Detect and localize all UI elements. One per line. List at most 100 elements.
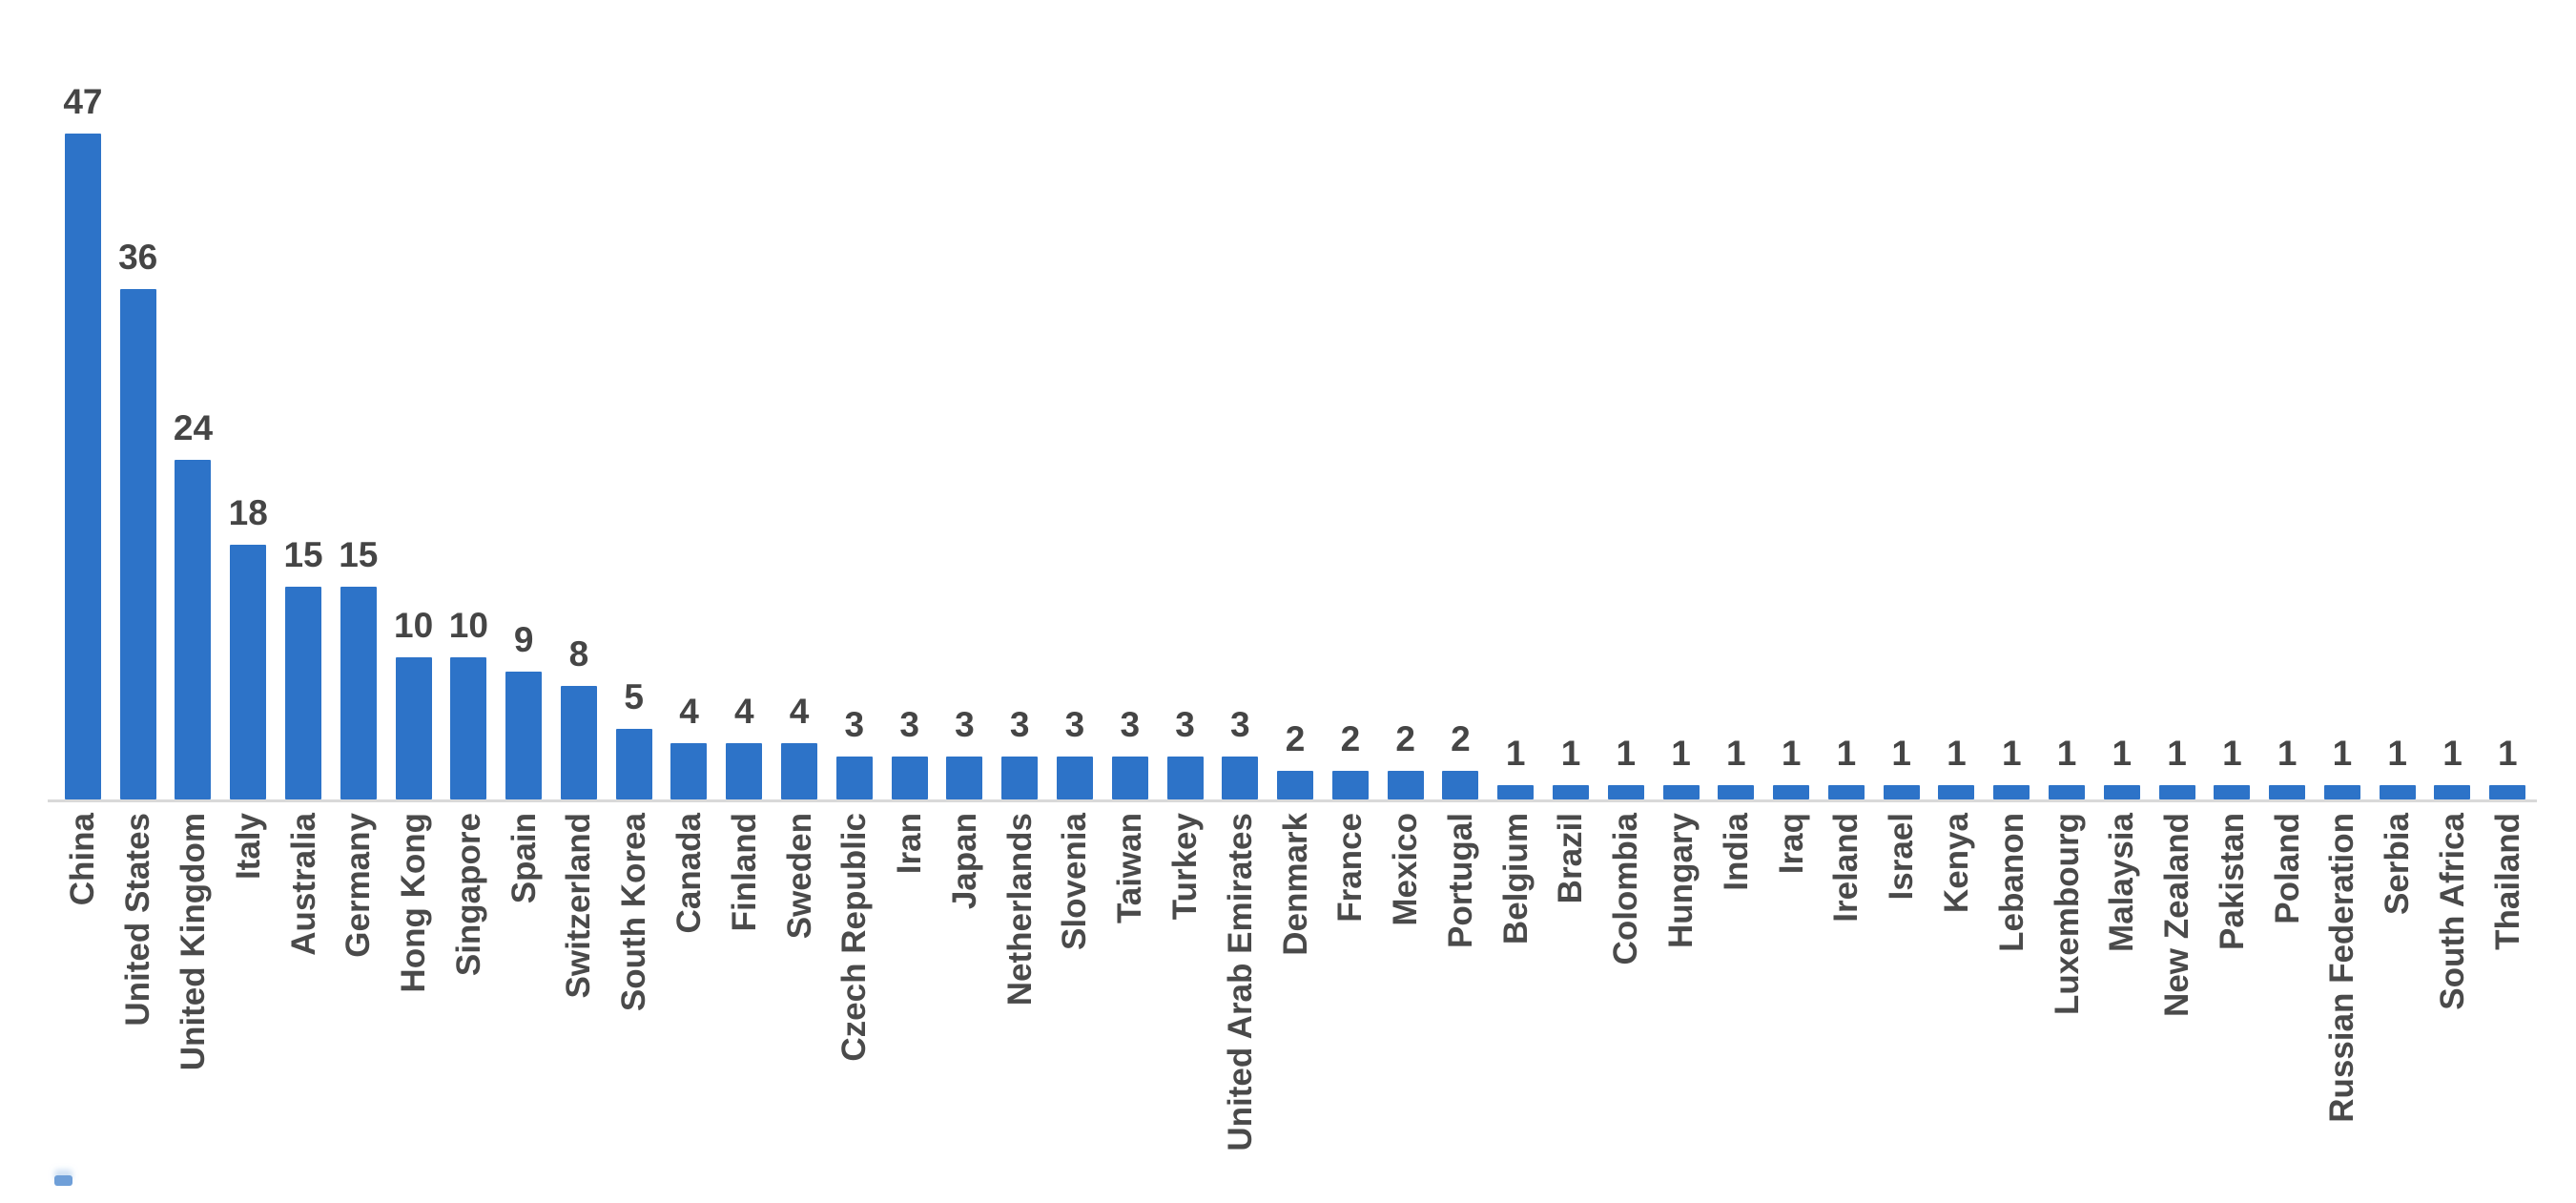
category-label-cell: Japan — [938, 813, 993, 1194]
value-label: 3 — [1064, 705, 1085, 744]
category-label: Turkey — [1166, 813, 1205, 921]
bar-column: 4 — [716, 0, 772, 799]
value-label: 1 — [2167, 734, 2187, 773]
category-label: New Zealand — [2158, 813, 2196, 1017]
value-label: 1 — [2332, 734, 2353, 773]
bar-column: 3 — [882, 0, 938, 799]
bar — [2269, 785, 2306, 799]
category-label-cell: Luxembourg — [2039, 813, 2094, 1194]
bar — [1001, 757, 1039, 799]
bar — [1497, 785, 1535, 799]
category-label: Spain — [505, 813, 543, 904]
category-label: Iraq — [1772, 813, 1810, 875]
bar — [285, 587, 322, 799]
plot-area: 47 36 24 18 15 15 10 10 9 8 5 — [55, 0, 2535, 799]
category-label-cell: New Zealand — [2150, 813, 2205, 1194]
bar-column: 47 — [55, 0, 111, 799]
category-label: Poland — [2268, 813, 2306, 924]
category-label: South Korea — [615, 813, 653, 1012]
category-label: Malaysia — [2103, 813, 2141, 952]
category-label-cell: Pakistan — [2204, 813, 2259, 1194]
category-label-cell: Russian Federation — [2315, 813, 2370, 1194]
category-label: Lebanon — [1992, 813, 2030, 952]
bar-column: 1 — [2425, 0, 2481, 799]
category-label: Hungary — [1662, 813, 1700, 948]
category-label: Germany — [340, 813, 378, 958]
category-label: Brazil — [1552, 813, 1590, 904]
bar — [1607, 785, 1644, 799]
bar-column: 10 — [441, 0, 496, 799]
category-label: United Kingdom — [174, 813, 212, 1071]
category-label-cell: Canada — [662, 813, 717, 1194]
bar-column: 3 — [938, 0, 993, 799]
category-label-cell: Germany — [331, 813, 386, 1194]
category-label-cell: South Africa — [2425, 813, 2481, 1194]
value-label: 1 — [1947, 734, 1967, 773]
category-label-cell: Slovenia — [1047, 813, 1103, 1194]
bar — [1442, 771, 1479, 799]
bar-column: 4 — [662, 0, 717, 799]
category-label-cell: China — [55, 813, 111, 1194]
bar-column: 3 — [992, 0, 1047, 799]
value-label: 4 — [733, 692, 754, 731]
category-label-cell: Italy — [220, 813, 276, 1194]
value-label: 1 — [1726, 734, 1746, 773]
category-label: Colombia — [1607, 813, 1645, 965]
category-label-cell: Israel — [1874, 813, 1929, 1194]
bar-column: 1 — [2039, 0, 2094, 799]
bar-column: 1 — [1929, 0, 1985, 799]
bar — [340, 587, 377, 799]
value-label: 10 — [448, 606, 488, 645]
category-label: United States — [119, 813, 157, 1027]
bar — [1387, 771, 1424, 799]
category-label-cell: United Kingdom — [166, 813, 221, 1194]
value-label: 3 — [899, 705, 919, 744]
value-label: 3 — [1230, 705, 1250, 744]
bar-column: 1 — [2480, 0, 2535, 799]
category-label: Hong Kong — [395, 813, 433, 993]
bar — [781, 743, 818, 799]
bar-column: 1 — [2150, 0, 2205, 799]
category-label: Luxembourg — [2048, 813, 2086, 1015]
bar-column: 1 — [2315, 0, 2370, 799]
value-label: 47 — [63, 82, 103, 121]
bar — [1222, 757, 1259, 799]
category-label-cell: Kenya — [1929, 813, 1985, 1194]
value-label: 2 — [1395, 719, 1415, 758]
category-label: Serbia — [2379, 813, 2417, 915]
category-label-cell: Netherlands — [992, 813, 1047, 1194]
value-label: 1 — [2112, 734, 2133, 773]
bar-column: 24 — [166, 0, 221, 799]
category-label-cell: Hungary — [1654, 813, 1709, 1194]
category-label-cell: Denmark — [1267, 813, 1323, 1194]
bar — [505, 672, 543, 799]
category-label-cell: Taiwan — [1103, 813, 1158, 1194]
category-label: Thailand — [2488, 813, 2526, 950]
category-label: Russian Federation — [2323, 813, 2361, 1123]
value-label: 9 — [513, 620, 534, 659]
bar-column: 3 — [1212, 0, 1267, 799]
bar — [891, 757, 928, 799]
category-label: Ireland — [1827, 813, 1865, 923]
bar — [946, 757, 983, 799]
value-label: 1 — [1836, 734, 1857, 773]
category-label-cell: Australia — [276, 813, 331, 1194]
value-label: 15 — [339, 535, 379, 574]
bar-column: 9 — [496, 0, 551, 799]
bar-column: 3 — [1158, 0, 1213, 799]
category-label-cell: Hong Kong — [386, 813, 442, 1194]
bar — [2049, 785, 2086, 799]
bar — [2158, 785, 2195, 799]
value-label: 4 — [789, 692, 810, 731]
bar-column: 1 — [1654, 0, 1709, 799]
category-label: Kenya — [1937, 813, 1975, 914]
category-label-cell: Poland — [2259, 813, 2315, 1194]
category-label-cell: Turkey — [1158, 813, 1213, 1194]
bar-column: 8 — [551, 0, 607, 799]
bar — [1938, 785, 1975, 799]
x-axis-labels: China United States United Kingdom Italy… — [55, 813, 2535, 1194]
category-label-cell: India — [1708, 813, 1763, 1194]
value-label: 3 — [844, 705, 865, 744]
category-label-cell: Switzerland — [551, 813, 607, 1194]
